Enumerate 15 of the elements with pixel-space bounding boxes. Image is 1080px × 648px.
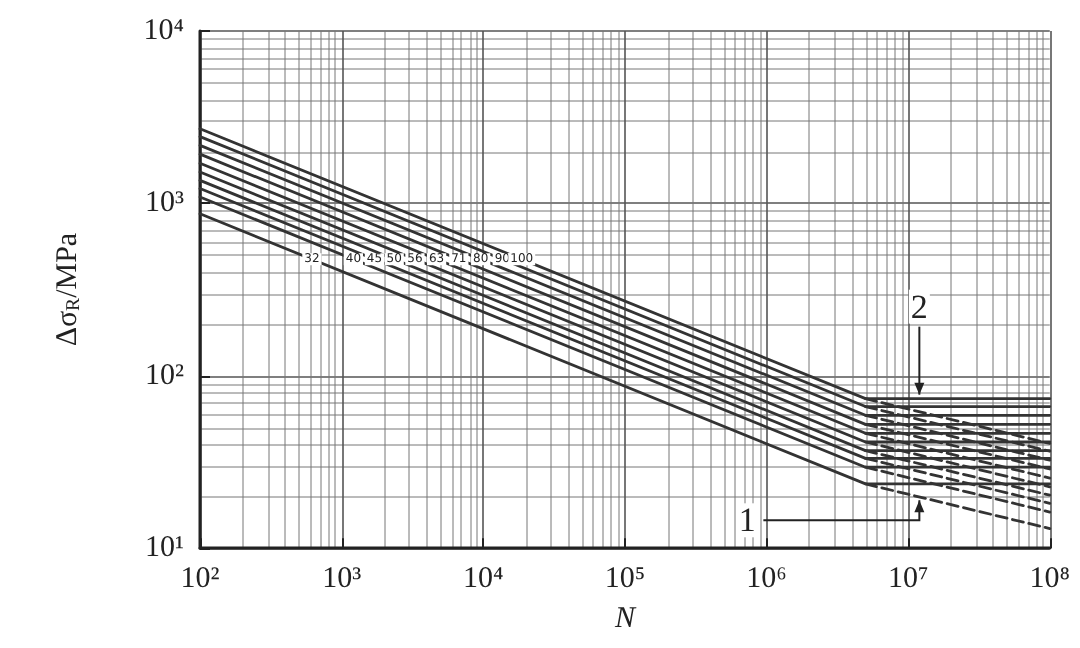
y-tick-label: 10² (145, 359, 185, 392)
x-tick-label: 10³ (322, 563, 363, 596)
x-tick-label: 10⁵ (604, 563, 646, 596)
x-tick-label: 10⁸ (1029, 563, 1071, 596)
x-tick-label: 10⁶ (746, 563, 787, 596)
x-tick-label: 10⁴ (463, 563, 504, 596)
y-tick-label: 10¹ (145, 532, 184, 565)
annotation: 2 (910, 287, 928, 326)
x-tick-label: 10² (180, 563, 221, 596)
x-axis-title: N (612, 603, 637, 635)
y-tick-label: 10³ (145, 187, 185, 220)
y-axis-title: ΔσR/MPa (52, 232, 85, 347)
x-tick-label: 10⁷ (887, 563, 929, 596)
y-tick-label: 10⁴ (143, 15, 184, 47)
annotation: 1 (738, 501, 756, 540)
